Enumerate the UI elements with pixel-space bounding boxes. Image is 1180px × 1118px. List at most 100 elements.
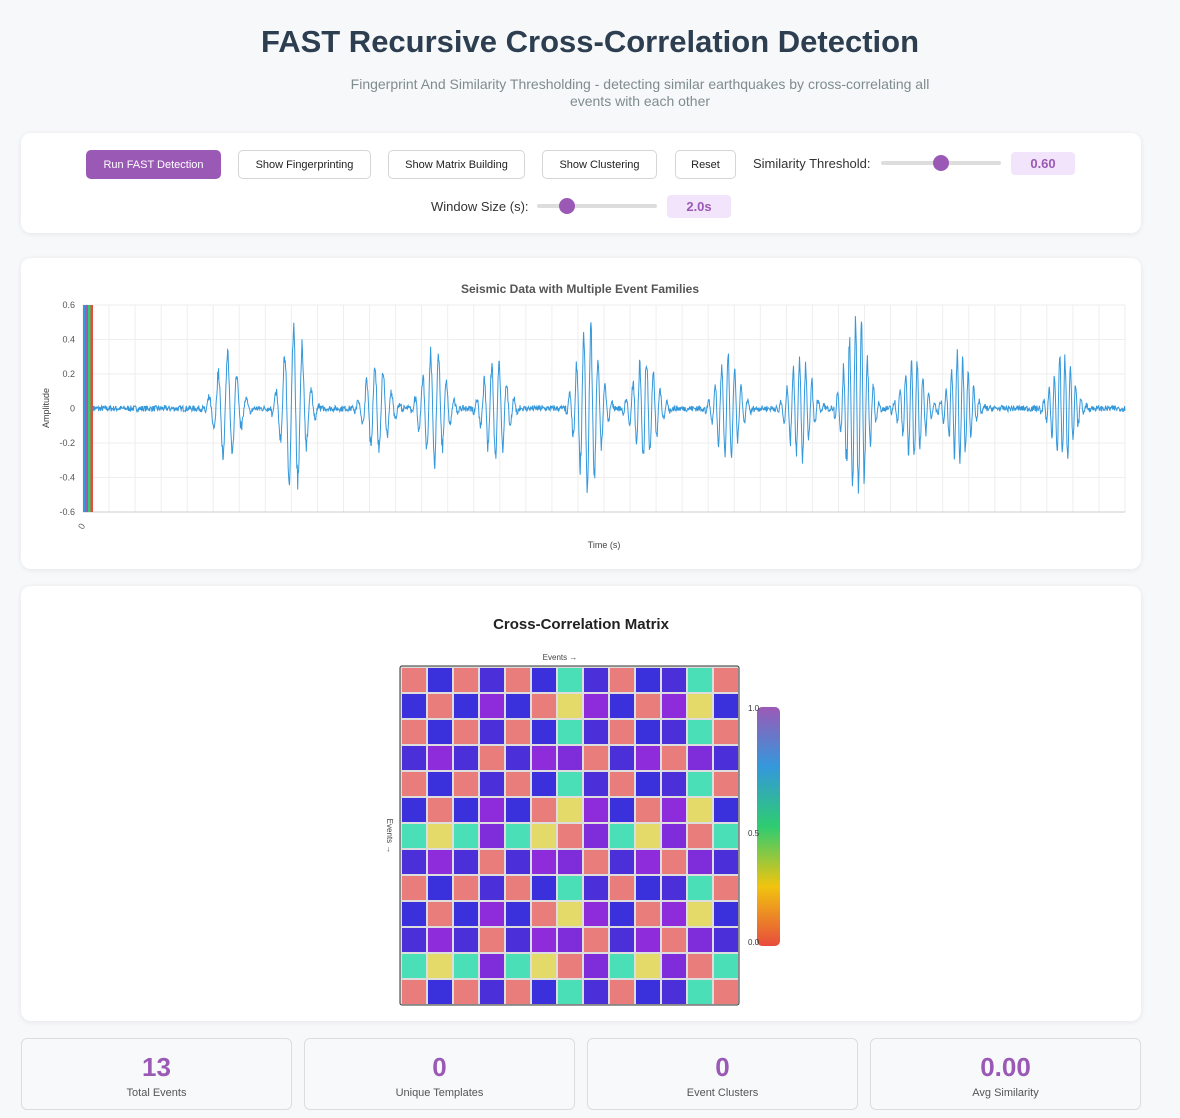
- matrix-cell[interactable]: [480, 720, 504, 744]
- matrix-cell[interactable]: [584, 850, 608, 874]
- matrix-cell[interactable]: [688, 720, 712, 744]
- matrix-cell[interactable]: [402, 954, 426, 978]
- matrix-cell[interactable]: [506, 824, 530, 848]
- matrix-cell[interactable]: [636, 720, 660, 744]
- matrix-cell[interactable]: [688, 824, 712, 848]
- matrix-cell[interactable]: [662, 876, 686, 900]
- matrix-cell[interactable]: [636, 824, 660, 848]
- matrix-cell[interactable]: [558, 980, 582, 1004]
- matrix-cell[interactable]: [532, 980, 556, 1004]
- matrix-cell[interactable]: [428, 954, 452, 978]
- matrix-cell[interactable]: [428, 720, 452, 744]
- matrix-cell[interactable]: [402, 902, 426, 926]
- matrix-cell[interactable]: [532, 954, 556, 978]
- matrix-cell[interactable]: [454, 746, 478, 770]
- matrix-cell[interactable]: [506, 694, 530, 718]
- matrix-cell[interactable]: [610, 772, 634, 796]
- matrix-cell[interactable]: [584, 720, 608, 744]
- matrix-cell[interactable]: [428, 980, 452, 1004]
- matrix-cell[interactable]: [688, 798, 712, 822]
- matrix-cell[interactable]: [454, 954, 478, 978]
- matrix-cell[interactable]: [584, 902, 608, 926]
- matrix-cell[interactable]: [402, 876, 426, 900]
- matrix-cell[interactable]: [636, 902, 660, 926]
- matrix-cell[interactable]: [454, 850, 478, 874]
- matrix-cell[interactable]: [402, 720, 426, 744]
- matrix-cell[interactable]: [532, 772, 556, 796]
- matrix-cell[interactable]: [688, 850, 712, 874]
- matrix-cell[interactable]: [402, 850, 426, 874]
- matrix-cell[interactable]: [506, 746, 530, 770]
- matrix-cell[interactable]: [428, 902, 452, 926]
- matrix-cell[interactable]: [480, 824, 504, 848]
- matrix-cell[interactable]: [662, 694, 686, 718]
- matrix-cell[interactable]: [428, 928, 452, 952]
- show-fingerprinting-button[interactable]: Show Fingerprinting: [238, 150, 371, 179]
- matrix-cell[interactable]: [688, 954, 712, 978]
- show-matrix-building-button[interactable]: Show Matrix Building: [388, 150, 525, 179]
- matrix-cell[interactable]: [480, 928, 504, 952]
- matrix-cell[interactable]: [636, 928, 660, 952]
- matrix-cell[interactable]: [558, 720, 582, 744]
- matrix-cell[interactable]: [480, 694, 504, 718]
- matrix-cell[interactable]: [610, 850, 634, 874]
- window-size-slider-thumb[interactable]: [559, 198, 575, 214]
- matrix-cell[interactable]: [454, 668, 478, 692]
- matrix-cell[interactable]: [532, 850, 556, 874]
- matrix-cell[interactable]: [714, 668, 738, 692]
- matrix-cell[interactable]: [610, 746, 634, 770]
- matrix-cell[interactable]: [480, 902, 504, 926]
- matrix-cell[interactable]: [610, 902, 634, 926]
- matrix-cell[interactable]: [402, 668, 426, 692]
- matrix-cell[interactable]: [532, 668, 556, 692]
- matrix-cell[interactable]: [714, 850, 738, 874]
- matrix-cell[interactable]: [480, 850, 504, 874]
- matrix-cell[interactable]: [428, 798, 452, 822]
- run-fast-detection-button[interactable]: Run FAST Detection: [86, 150, 221, 179]
- matrix-cell[interactable]: [506, 798, 530, 822]
- matrix-cell[interactable]: [610, 954, 634, 978]
- matrix-cell[interactable]: [402, 772, 426, 796]
- matrix-cell[interactable]: [558, 668, 582, 692]
- matrix-cell[interactable]: [688, 902, 712, 926]
- matrix-cell[interactable]: [558, 772, 582, 796]
- matrix-cell[interactable]: [636, 772, 660, 796]
- matrix-cell[interactable]: [532, 824, 556, 848]
- matrix-cell[interactable]: [506, 772, 530, 796]
- matrix-cell[interactable]: [558, 694, 582, 718]
- matrix-cell[interactable]: [688, 694, 712, 718]
- matrix-cell[interactable]: [662, 850, 686, 874]
- matrix-cell[interactable]: [428, 668, 452, 692]
- matrix-cell[interactable]: [506, 850, 530, 874]
- matrix-cell[interactable]: [506, 980, 530, 1004]
- matrix-cell[interactable]: [584, 824, 608, 848]
- matrix-cell[interactable]: [636, 668, 660, 692]
- matrix-cell[interactable]: [558, 954, 582, 978]
- matrix-cell[interactable]: [714, 902, 738, 926]
- matrix-cell[interactable]: [454, 980, 478, 1004]
- matrix-cell[interactable]: [636, 694, 660, 718]
- matrix-cell[interactable]: [532, 694, 556, 718]
- matrix-cell[interactable]: [584, 746, 608, 770]
- matrix-cell[interactable]: [480, 876, 504, 900]
- matrix-cell[interactable]: [584, 876, 608, 900]
- matrix-cell[interactable]: [402, 980, 426, 1004]
- matrix-cell[interactable]: [636, 876, 660, 900]
- matrix-cell[interactable]: [610, 720, 634, 744]
- matrix-cell[interactable]: [584, 668, 608, 692]
- matrix-cell[interactable]: [714, 720, 738, 744]
- matrix-cell[interactable]: [584, 980, 608, 1004]
- window-size-slider[interactable]: [537, 198, 657, 214]
- matrix-cell[interactable]: [454, 798, 478, 822]
- matrix-cell[interactable]: [454, 928, 478, 952]
- matrix-cell[interactable]: [662, 772, 686, 796]
- matrix-cell[interactable]: [662, 720, 686, 744]
- matrix-cell[interactable]: [636, 980, 660, 1004]
- matrix-cell[interactable]: [714, 798, 738, 822]
- matrix-cell[interactable]: [714, 694, 738, 718]
- matrix-cell[interactable]: [532, 876, 556, 900]
- matrix-cell[interactable]: [662, 824, 686, 848]
- matrix-cell[interactable]: [584, 954, 608, 978]
- matrix-cell[interactable]: [506, 720, 530, 744]
- matrix-cell[interactable]: [428, 850, 452, 874]
